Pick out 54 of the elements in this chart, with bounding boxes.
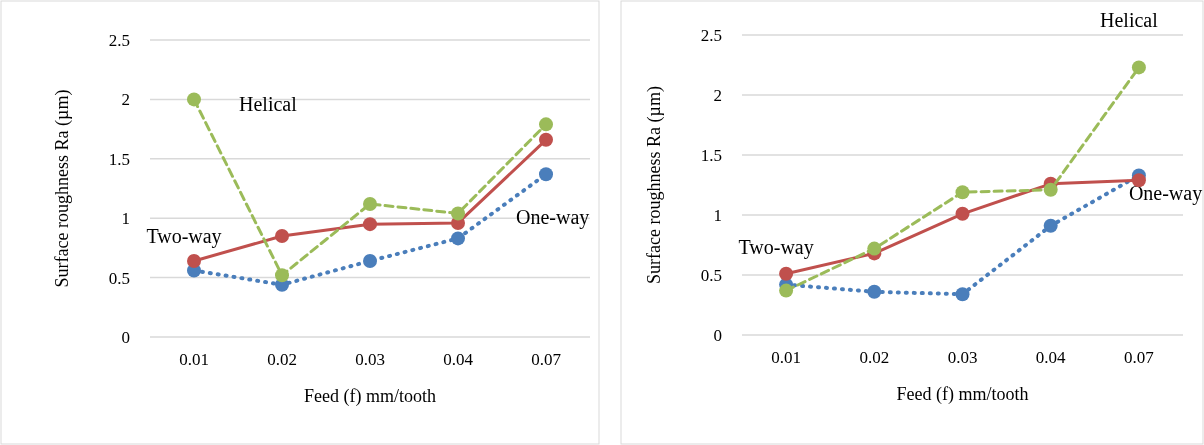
series-label: One-way	[1128, 182, 1203, 206]
y-axis-title: Surface roughness Ra (µm)	[644, 86, 665, 284]
y-tick-label: 2.5	[700, 25, 722, 45]
point	[539, 167, 553, 182]
y-tick-label: 1.5	[700, 145, 722, 165]
y-tick-label: 1.5	[108, 149, 130, 169]
x-tick-label: 0.02	[859, 348, 890, 367]
x-tick-label: 0.04	[1035, 348, 1067, 367]
point	[539, 132, 553, 147]
point	[451, 206, 465, 221]
x-axis-title: Feed (f) mm/tooth	[896, 384, 1029, 405]
x-tick-label: 0.02	[267, 350, 297, 369]
series-label: One-way	[516, 206, 590, 230]
x-tick-label: 0.03	[355, 350, 385, 369]
y-tick-label: 1	[121, 209, 130, 229]
point	[275, 268, 289, 283]
y-tick-label: 2.5	[108, 30, 130, 50]
y-tick-label: 0.5	[700, 265, 722, 285]
point	[363, 196, 377, 211]
series-label: Two-way	[146, 224, 222, 248]
point	[955, 206, 970, 221]
point	[1131, 60, 1146, 75]
point	[955, 287, 970, 302]
point	[187, 92, 201, 107]
point	[363, 217, 377, 232]
y-tick-label: 1	[713, 205, 722, 225]
point	[867, 241, 882, 256]
point	[779, 266, 794, 281]
point	[1043, 182, 1058, 197]
point	[955, 185, 970, 200]
series-label: Two-way	[738, 235, 814, 259]
series-label: Helical	[1100, 9, 1159, 32]
point	[867, 284, 882, 299]
x-tick-label: 0.03	[947, 348, 978, 367]
point	[539, 117, 553, 132]
x-tick-label: 0.01	[179, 350, 209, 369]
point	[1043, 218, 1058, 233]
y-tick-label: 0	[713, 325, 722, 345]
y-tick-label: 0.5	[108, 268, 130, 288]
y-tick-label: 2	[713, 85, 722, 105]
point	[363, 253, 377, 268]
x-tick-label: 0.07	[1124, 348, 1155, 367]
x-axis-title: Feed (f) mm/tooth	[304, 386, 436, 407]
x-tick-label: 0.04	[443, 350, 474, 369]
point	[451, 231, 465, 246]
point	[275, 229, 289, 244]
series-label: Helical	[239, 93, 298, 116]
y-axis-title: Surface roughness Ra (µm)	[52, 89, 73, 288]
point	[187, 253, 201, 268]
x-tick-label: 0.01	[771, 348, 801, 367]
x-tick-label: 0.07	[531, 350, 562, 369]
y-tick-label: 2	[121, 90, 130, 110]
y-tick-label: 0	[121, 327, 130, 347]
point	[779, 283, 794, 298]
